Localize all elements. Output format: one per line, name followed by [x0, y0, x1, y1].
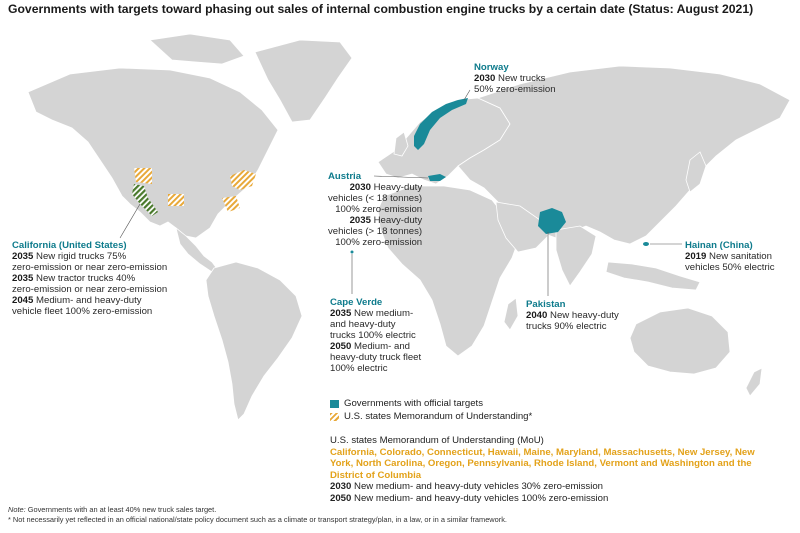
northeast-mou [230, 170, 256, 190]
cape-verde-label: Cape Verde [330, 297, 383, 308]
north-america-landmass [27, 67, 279, 239]
pakistan-annotation: Pakistan 2040 New heavy-duty trucks 90% … [526, 299, 619, 332]
footnotes: Note: Governments with an at least 40% n… [8, 505, 507, 525]
madagascar-landmass [503, 297, 519, 331]
mou-target-2050: 2050 New medium- and heavy-duty vehicles… [330, 492, 609, 504]
indonesia-landmass [605, 261, 701, 291]
colorado-mou [168, 194, 184, 206]
oregon-washington-mou [134, 168, 152, 184]
hainan-annotation: Hainan (China) 2019 New sanitation vehic… [685, 240, 775, 273]
legend-item-mou: U.S. states Memorandum of Understanding* [330, 410, 532, 423]
california-leader-line [119, 203, 141, 239]
south-america-landmass [205, 261, 303, 421]
mou-target-2030: 2030 New medium- and heavy-duty vehicles… [330, 481, 604, 493]
map-title: Governments with targets toward phasing … [8, 2, 754, 16]
legend-item-official: Governments with official targets [330, 397, 532, 410]
austria-leader-line [373, 175, 429, 179]
japan-landmass [685, 151, 707, 193]
mou-heading: U.S. states Memorandum of Understanding … [330, 435, 544, 446]
mou-states-list: California, Colorado, Connecticut, Hawai… [330, 446, 755, 481]
africa-landmass [377, 185, 521, 357]
official-swatch-icon [330, 399, 339, 408]
cape-verde-region [350, 250, 354, 254]
map-legend: Governments with official targets U.S. s… [330, 397, 532, 423]
new-zealand-landmass [745, 367, 763, 397]
asia-landmass [457, 65, 791, 245]
cape-verde-annotation: Cape Verde 2035 New medium- and heavy-du… [330, 297, 422, 374]
uk-landmass [393, 131, 409, 157]
california-region [132, 184, 158, 216]
norway-region [414, 98, 468, 150]
austria-label: Austria [328, 171, 362, 182]
austria-region [428, 174, 446, 181]
arabia-landmass [495, 201, 549, 253]
norway-annotation: Norway 2030 New trucks 50% zero-emission [474, 62, 556, 95]
norway-leader-line [463, 89, 471, 101]
greenland-landmass [254, 39, 353, 123]
india-landmass [555, 225, 597, 287]
norway-label: Norway [474, 62, 509, 73]
pakistan-label: Pakistan [526, 299, 566, 310]
note-line: Note: Governments with an at least 40% n… [8, 505, 217, 514]
austria-annotation: Austria 2030 Heavy-duty vehicles (< 18 t… [328, 171, 423, 248]
hainan-region [643, 242, 649, 246]
hainan-label: Hainan (China) [685, 240, 753, 251]
california-label: California (United States) [12, 240, 127, 251]
california-annotation: California (United States) 2035 New rigi… [12, 240, 168, 317]
pakistan-region [538, 208, 566, 234]
australia-landmass [629, 307, 731, 375]
mou-description: U.S. states Memorandum of Understanding … [330, 435, 760, 505]
mou-hatch-swatch-icon [330, 412, 339, 421]
asterisk-line: * Not necessarily yet reflected in an of… [8, 515, 507, 524]
mid-atlantic-mou [222, 196, 240, 212]
arctic-islands-landmass [149, 33, 245, 65]
